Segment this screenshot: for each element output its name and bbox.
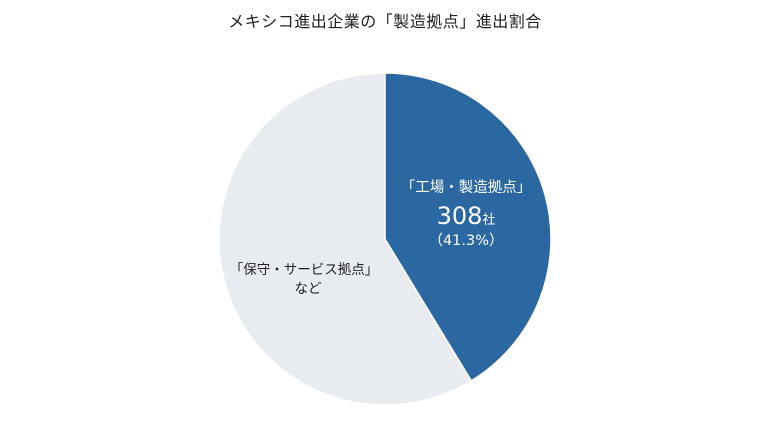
pie-slice-maintenance-service xyxy=(218,72,473,406)
slice-unit: 社 xyxy=(482,212,495,228)
slice-percent-manufacturing: （41.3%） xyxy=(428,232,503,249)
slice-label-manufacturing: 「工場・製造拠点」 xyxy=(401,179,532,196)
slice-value-manufacturing: 308社 xyxy=(437,202,496,230)
slice-count: 308 xyxy=(437,202,483,230)
chart-title: メキシコ進出企業の「製造拠点」進出割合 xyxy=(228,12,542,31)
pie-slice-manufacturing xyxy=(384,72,552,382)
slice-label-maintenance-service: 「保守・サービス拠点」 xyxy=(230,262,379,278)
slice-label-maintenance-service-line2: など xyxy=(295,281,322,297)
